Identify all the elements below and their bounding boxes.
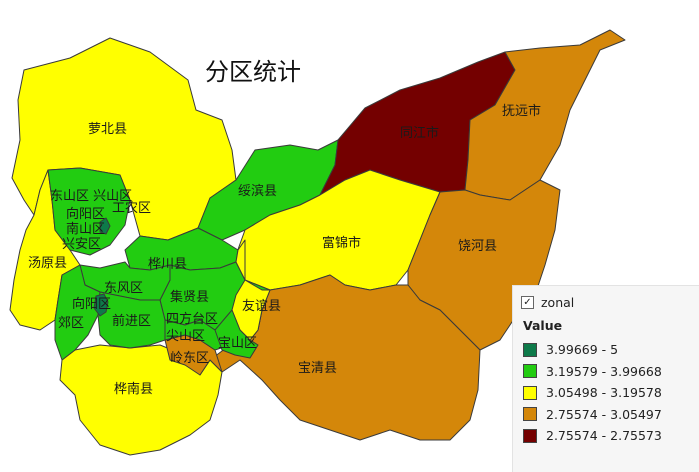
region-urban-core [93,293,109,317]
region-label-dongfeng: 东风区 [104,281,143,296]
region-label-tangyuan: 汤原县 [28,256,67,271]
region-label-suibin: 绥滨县 [238,183,277,199]
legend-swatch [523,407,537,422]
region-label-jixian: 集贤县 [170,289,209,305]
legend-swatch [523,385,537,400]
region-label-baoshan: 宝山区 [218,336,257,351]
legend-label: 3.99669 - 5 [546,342,619,358]
legend-item: 2.75574 - 2.75573 [521,425,691,447]
region-label-sifangtai: 四方台区 [166,311,218,327]
region-label-lingdong: 岭东区 [170,351,209,366]
region-label-jiao: 郊区 [58,315,84,331]
map-title: 分区统计 [205,58,301,86]
legend-label: 2.75574 - 3.05497 [546,406,662,422]
legend-item: 3.05498 - 3.19578 [521,382,691,404]
region-label-luobei: 萝北县 [88,122,127,137]
region-label-jianshan: 尖山区 [166,329,205,344]
legend-label: 3.05498 - 3.19578 [546,385,662,401]
legend-swatch [523,342,537,357]
region-huanan [59,344,223,456]
region-label-xingan: 兴安区 [62,237,101,252]
layer-name: zonal [541,294,575,310]
region-label-baoqing: 宝清县 [298,361,337,376]
legend-label: 2.75574 - 2.75573 [546,428,662,444]
region-label-xiangyang: 向阳区 [72,296,111,312]
legend-label: 3.19579 - 3.99668 [546,363,662,379]
region-label-qiande: 前进区 [112,313,151,329]
region-qianjin [97,291,166,349]
region-fuyuan [464,29,626,201]
region-label-dongshan_xingshan: 东山区 兴山区 [50,189,132,204]
region-label-huanan: 桦南县 [114,381,153,397]
region-label-raohe: 饶河县 [458,239,497,254]
region-youyi [231,239,271,341]
layer-visibility-checkbox[interactable]: ✓ [521,295,534,309]
legend-swatch [523,364,537,379]
region-jiao [54,264,101,361]
region-label-xiangyang2: 向阳区 [66,206,105,222]
region-baoshan [214,309,259,359]
legend-heading: Value [523,318,563,333]
legend-layer-row[interactable]: ✓ zonal [521,292,691,312]
legend-item: 2.75574 - 3.05497 [521,404,691,426]
legend-swatch [523,428,537,443]
region-urban-core-2 [99,217,111,235]
region-label-fuyuan: 抚远市 [502,103,541,119]
region-label-huachuan: 桦川县 [148,257,187,272]
legend-item: 3.19579 - 3.99668 [521,361,691,383]
region-dongshan-xingshan [47,167,131,256]
legend-item: 3.99669 - 5 [521,339,691,361]
region-label-youyi: 友谊县 [242,298,281,314]
region-label-nanshan: 南山区 [66,221,105,237]
region-label-fujin: 富锦市 [322,235,361,251]
legend-panel: ✓ zonal Value 3.99669 - 5 3.19579 - 3.996… [512,285,699,472]
region-label-tongjiang: 同江市 [400,125,439,141]
region-label-gongnong: 工农区 [112,201,151,216]
